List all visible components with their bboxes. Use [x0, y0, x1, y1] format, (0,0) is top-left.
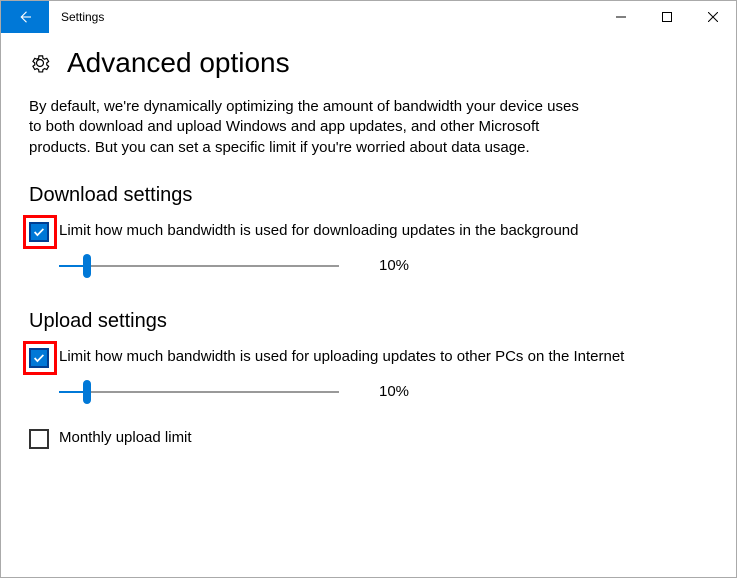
download-slider-row: 10%	[59, 254, 708, 278]
upload-section-title: Upload settings	[29, 310, 708, 333]
checkmark-icon	[32, 351, 46, 365]
upload-slider-row: 10%	[59, 380, 708, 404]
monthly-limit-checkbox[interactable]	[29, 429, 49, 449]
gear-icon	[29, 52, 51, 74]
monthly-limit-option: Monthly upload limit	[29, 428, 669, 449]
titlebar-drag-area[interactable]	[116, 1, 598, 33]
download-limit-checkbox[interactable]	[29, 222, 49, 242]
download-limit-label: Limit how much bandwidth is used for dow…	[59, 221, 579, 241]
close-icon	[708, 12, 718, 22]
slider-thumb[interactable]	[83, 380, 91, 404]
maximize-button[interactable]	[644, 1, 690, 33]
checkmark-icon	[32, 225, 46, 239]
titlebar: Settings	[1, 1, 736, 33]
slider-rail	[59, 265, 339, 267]
close-button[interactable]	[690, 1, 736, 33]
upload-limit-label: Limit how much bandwidth is used for upl…	[59, 347, 624, 367]
content-area: Advanced options By default, we're dynam…	[1, 33, 736, 449]
arrow-left-icon	[16, 8, 34, 26]
monthly-limit-label: Monthly upload limit	[59, 428, 192, 448]
download-bandwidth-slider[interactable]	[59, 254, 339, 278]
slider-rail	[59, 391, 339, 393]
slider-thumb[interactable]	[83, 254, 91, 278]
page-title: Advanced options	[67, 47, 290, 79]
upload-bandwidth-slider[interactable]	[59, 380, 339, 404]
download-section-title: Download settings	[29, 184, 708, 207]
minimize-button[interactable]	[598, 1, 644, 33]
back-button[interactable]	[1, 1, 49, 33]
intro-text: By default, we're dynamically optimizing…	[29, 97, 589, 158]
upload-limit-checkbox[interactable]	[29, 348, 49, 368]
page-heading: Advanced options	[29, 47, 708, 79]
download-limit-option: Limit how much bandwidth is used for dow…	[29, 221, 669, 242]
maximize-icon	[662, 12, 672, 22]
download-slider-value: 10%	[379, 257, 409, 274]
upload-limit-option: Limit how much bandwidth is used for upl…	[29, 347, 669, 368]
upload-slider-value: 10%	[379, 383, 409, 400]
minimize-icon	[616, 12, 626, 22]
app-name: Settings	[49, 1, 116, 33]
